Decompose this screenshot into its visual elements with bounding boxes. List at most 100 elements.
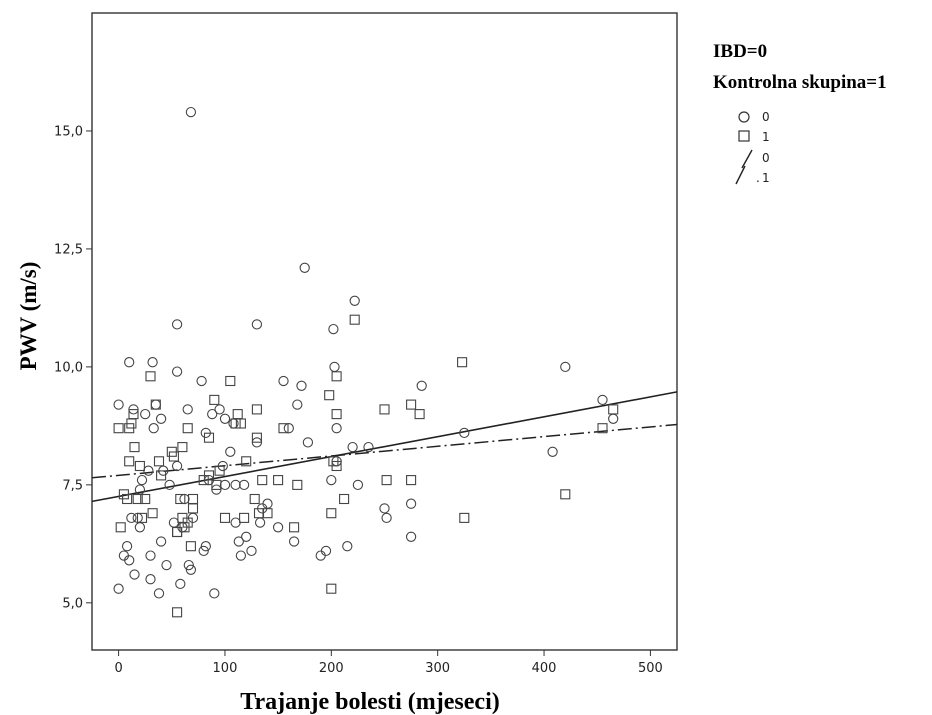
x-tick-label: 300: [425, 661, 450, 676]
point-square: [406, 399, 417, 410]
legend-square-marker-icon: [738, 130, 750, 142]
point-square: [457, 357, 468, 368]
point-circle: [129, 569, 140, 580]
point-square: [349, 314, 360, 325]
y-tick-label: 5,0: [62, 596, 83, 611]
point-circle: [381, 512, 392, 524]
point-circle: [328, 323, 339, 335]
point-circle: [233, 536, 244, 547]
point-circle: [161, 559, 172, 571]
point-circle: [342, 541, 353, 552]
point-square: [187, 493, 199, 505]
point-circle: [302, 437, 314, 448]
point-circle: [124, 555, 135, 566]
point-circle: [251, 319, 263, 330]
point-square: [331, 409, 342, 420]
point-square: [278, 423, 289, 434]
point-square: [129, 442, 140, 453]
point-square: [156, 470, 167, 481]
data-points: [113, 106, 619, 618]
point-circle: [320, 545, 332, 557]
point-square: [113, 423, 124, 434]
point-square: [235, 418, 246, 429]
y-tick-label: 10,0: [54, 360, 83, 375]
point-circle: [121, 541, 133, 552]
point-square: [115, 522, 126, 533]
y-axis: 5,0 7,5 10,0 12,5 15,0: [54, 124, 92, 611]
y-tick-label: 7,5: [62, 478, 83, 493]
fit-lines: [91, 391, 678, 503]
point-circle: [171, 366, 183, 377]
y-tick-label: 12,5: [54, 242, 83, 257]
point-circle: [182, 404, 193, 415]
point-square: [257, 475, 268, 486]
point-circle: [198, 545, 209, 557]
point-circle: [379, 503, 390, 514]
point-circle: [126, 512, 137, 524]
point-square: [273, 475, 284, 486]
point-square: [339, 493, 350, 505]
point-circle: [326, 474, 337, 486]
point-circle: [140, 408, 151, 420]
fit-line-dashdot: [91, 423, 678, 479]
point-circle: [405, 531, 417, 542]
point-square: [251, 404, 262, 415]
point-circle: [296, 380, 307, 391]
point-circle: [299, 262, 310, 273]
legend: IBD=0 Kontrolna skupina=1 0 1 0 . 1: [713, 41, 887, 185]
x-axis: 0 100 200 300 400 500: [114, 650, 663, 676]
point-square: [326, 583, 337, 594]
point-square: [134, 460, 145, 472]
point-square: [262, 508, 273, 519]
point-circle: [113, 399, 124, 410]
point-square: [182, 517, 193, 528]
x-tick-label: 500: [638, 661, 663, 676]
point-square: [209, 394, 220, 405]
point-square: [331, 460, 342, 472]
point-circle: [560, 361, 571, 373]
point-circle: [171, 319, 183, 330]
point-circle: [148, 423, 159, 434]
point-circle: [225, 446, 236, 457]
point-square: [381, 475, 392, 486]
x-tick-label: 100: [213, 661, 238, 676]
point-circle: [272, 522, 284, 533]
point-circle: [155, 536, 167, 547]
point-circle: [196, 375, 207, 387]
point-square: [249, 493, 260, 505]
point-circle: [292, 399, 303, 410]
point-circle: [547, 446, 558, 457]
point-circle: [238, 479, 250, 491]
point-circle: [183, 559, 194, 571]
point-square: [168, 451, 179, 462]
fit-line-solid: [91, 391, 678, 503]
point-circle: [331, 423, 342, 434]
point-circle: [153, 588, 165, 599]
point-circle: [113, 583, 124, 594]
point-circle: [459, 427, 470, 439]
legend-line-label-1: 1: [762, 171, 770, 185]
point-square: [414, 409, 425, 420]
point-square: [214, 465, 225, 476]
y-tick-label: 15,0: [54, 124, 83, 139]
point-square: [177, 442, 188, 453]
point-circle: [241, 531, 252, 542]
point-circle: [352, 479, 364, 491]
point-square: [560, 489, 571, 500]
point-square: [122, 493, 133, 505]
point-circle: [246, 545, 257, 557]
point-circle: [185, 106, 197, 118]
point-square: [219, 512, 231, 523]
point-circle: [235, 550, 247, 561]
point-square: [147, 508, 158, 519]
point-circle: [363, 441, 374, 453]
point-square: [203, 470, 215, 481]
point-square: [211, 479, 222, 490]
point-square: [608, 404, 619, 415]
legend-title-line-2: Kontrolna skupina=1: [713, 72, 887, 93]
point-square: [136, 512, 148, 523]
point-circle: [164, 479, 175, 491]
point-square: [597, 423, 608, 434]
point-circle: [147, 357, 158, 368]
